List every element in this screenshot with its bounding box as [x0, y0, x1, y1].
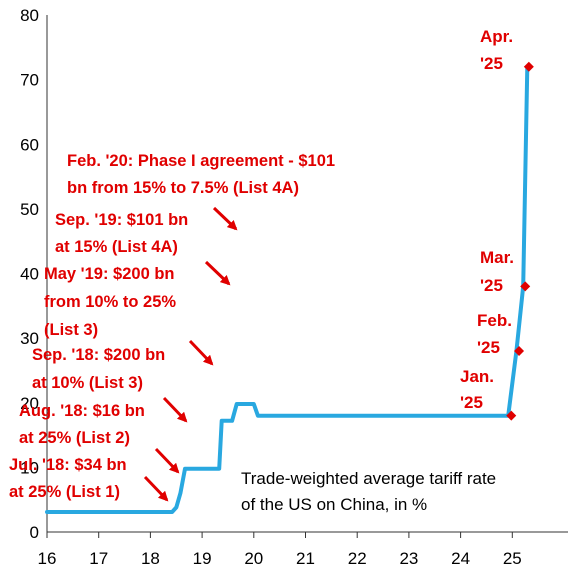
annotation-sep-2019-line-1: Sep. '19: $101 bn [55, 211, 188, 229]
annotation-may-2019-line-3: (List 3) [44, 321, 98, 339]
caption-line-1: Trade-weighted average tariff rate [241, 469, 496, 488]
marker-label-mar-2025: Mar. '25 [480, 248, 514, 295]
y-axis-ticks: 0 10 20 30 40 50 60 70 80 [20, 6, 39, 542]
y-tick-label: 70 [20, 71, 39, 90]
annotation-may-2019: May '19: $200 bn from 10% to 25% (List 3… [44, 265, 176, 339]
y-tick-label: 20 [20, 394, 39, 413]
marker-label-feb-2025-line-1: Feb. [477, 311, 512, 330]
annotation-sep-2018-line-1: Sep. '18: $200 bn [32, 346, 165, 364]
tariff-rate-line [45, 64, 530, 514]
annotation-feb-2020: Feb. '20: Phase I agreement - $101 bn fr… [67, 152, 335, 197]
marker-label-apr-2025-line-1: Apr. [480, 27, 513, 46]
annotation-may-2019-line-2: from 10% to 25% [44, 293, 176, 311]
x-tick-label: 24 [451, 549, 470, 568]
annotation-arrows [143, 206, 238, 502]
annotation-aug-2018: Aug. '18: $16 bn at 25% (List 2) [19, 402, 145, 447]
arrow-sep-2018 [162, 396, 188, 423]
annotation-sep-2018: Sep. '18: $200 bn at 10% (List 3) [32, 346, 165, 392]
diamond-marker [520, 281, 531, 292]
y-tick-label: 80 [20, 6, 39, 25]
marker-label-jan-2025: Jan. '25 [460, 367, 494, 412]
arrow-sep-2019 [204, 260, 231, 286]
annotation-may-2019-line-1: May '19: $200 bn [44, 265, 175, 283]
marker-label-feb-2025: Feb. '25 [477, 311, 512, 357]
x-tick-label: 18 [141, 549, 160, 568]
y-tick-label: 10 [20, 458, 39, 477]
annotation-feb-2020-line-1: Feb. '20: Phase I agreement - $101 [67, 152, 335, 170]
arrow-jul-2018 [143, 475, 169, 502]
y-tick-label: 40 [20, 265, 39, 284]
x-axis-ticks: 16 17 18 19 20 21 22 23 24 25 [38, 532, 522, 568]
series-markers [506, 61, 534, 421]
y-tick-label: 60 [20, 135, 39, 154]
marker-label-mar-2025-line-1: Mar. [480, 248, 514, 267]
marker-label-mar-2025-line-2: '25 [480, 276, 503, 295]
x-tick-label: 20 [244, 549, 263, 568]
y-tick-label: 30 [20, 329, 39, 348]
x-tick-label: 25 [503, 549, 522, 568]
annotation-sep-2018-line-2: at 10% (List 3) [32, 374, 143, 392]
marker-label-jan-2025-line-1: Jan. [460, 367, 494, 386]
x-tick-label: 17 [89, 549, 108, 568]
marker-label-apr-2025: Apr. '25 [480, 27, 513, 73]
x-tick-label: 23 [399, 549, 418, 568]
y-tick-label: 50 [20, 200, 39, 219]
y-tick-label: 0 [30, 523, 39, 542]
annotation-feb-2020-line-2: bn from 15% to 7.5% (List 4A) [67, 179, 299, 197]
annotation-jul-2018-line-1: Jul. '18: $34 bn [9, 456, 127, 474]
annotation-jul-2018-line-2: at 25% (List 1) [9, 483, 120, 501]
arrow-aug-2018 [154, 447, 180, 474]
annotation-sep-2019: Sep. '19: $101 bn at 15% (List 4A) [55, 211, 188, 256]
marker-label-jan-2025-line-2: '25 [460, 393, 483, 412]
arrow-feb-2020 [212, 206, 238, 231]
x-tick-label: 16 [38, 549, 57, 568]
annotation-sep-2019-line-2: at 15% (List 4A) [55, 238, 178, 256]
diamond-marker [523, 61, 534, 72]
x-tick-label: 21 [296, 549, 315, 568]
annotation-aug-2018-line-2: at 25% (List 2) [19, 429, 130, 447]
annotation-aug-2018-line-1: Aug. '18: $16 bn [19, 402, 145, 420]
annotation-jul-2018: Jul. '18: $34 bn at 25% (List 1) [9, 456, 127, 501]
x-tick-label: 22 [348, 549, 367, 568]
arrow-may-2019 [188, 339, 214, 366]
caption-line-2: of the US on China, in % [241, 495, 427, 514]
x-tick-label: 19 [193, 549, 212, 568]
diamond-marker [514, 346, 525, 357]
marker-label-feb-2025-line-2: '25 [477, 338, 500, 357]
diamond-marker [506, 410, 517, 421]
marker-label-apr-2025-line-2: '25 [480, 54, 503, 73]
